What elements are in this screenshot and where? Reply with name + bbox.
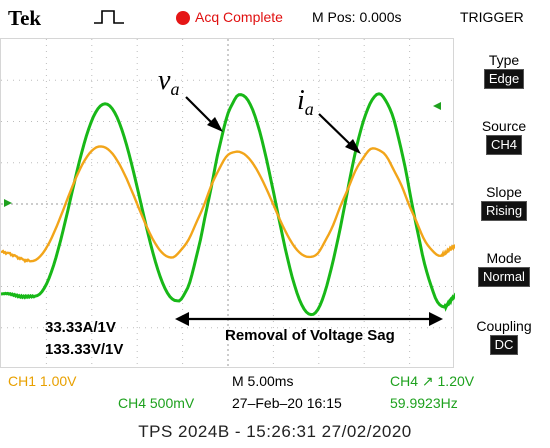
menu-slope-value[interactable]: Rising — [480, 201, 528, 221]
acquisition-indicator-icon — [176, 11, 190, 25]
ch4-trigger-readout: CH4 ↗ 1.20V — [390, 373, 475, 389]
menu-coupling-value[interactable]: DC — [489, 335, 519, 355]
menu-type-value[interactable]: Edge — [483, 69, 525, 89]
brand-logo: Tek — [8, 6, 42, 30]
trigger-menu-title: TRIGGER — [460, 9, 524, 25]
voltage-scale-label: 133.33V/1V — [45, 341, 124, 358]
voltage-label: va — [158, 65, 180, 99]
menu-source-label: Source — [481, 118, 527, 134]
ch4-scale-readout: CH4 500mV — [118, 395, 195, 411]
current-scale-label: 33.33A/1V — [45, 319, 116, 336]
timebase-readout: M 5.00ms — [232, 373, 294, 389]
menu-source-value[interactable]: CH4 — [485, 135, 522, 155]
voltage-label-arrow — [185, 96, 223, 132]
acquisition-status: Acq Complete — [195, 9, 283, 25]
horizontal-position: M Pos: 0.000s — [312, 9, 402, 25]
current-waveform — [1, 145, 455, 264]
menu-type-label: Type — [488, 52, 520, 68]
menu-mode[interactable]: Mode Normal — [460, 250, 548, 287]
instrument-footer: TPS 2024B - 15:26:31 27/02/2020 — [138, 422, 412, 441]
pulse-icon — [94, 10, 124, 24]
current-label: ia — [297, 85, 314, 119]
graticule — [1, 39, 455, 369]
menu-source[interactable]: Source CH4 — [460, 118, 548, 155]
sag-removal-arrow — [175, 312, 443, 326]
menu-mode-value[interactable]: Normal — [478, 267, 530, 287]
menu-coupling[interactable]: Coupling DC — [460, 318, 548, 355]
menu-mode-label: Mode — [486, 250, 522, 266]
waveform-display: va ia Removal of Voltage Sag 33.33A/1V 1… — [0, 38, 455, 369]
menu-type[interactable]: Type Edge — [460, 52, 548, 89]
sag-removal-label: Removal of Voltage Sag — [225, 327, 395, 344]
menu-slope-label: Slope — [486, 184, 522, 200]
ch1-scale-readout: CH1 1.00V — [8, 373, 77, 389]
frequency-readout: 59.9923Hz — [390, 395, 458, 411]
scope-header: Tek Acq Complete M Pos: 0.000s TRIGGER — [0, 0, 550, 47]
current-label-arrow — [318, 113, 361, 154]
menu-slope[interactable]: Slope Rising — [460, 184, 548, 221]
menu-coupling-label: Coupling — [476, 318, 532, 334]
trigger-menu: Type Edge Source CH4 Slope Rising Mode N… — [456, 38, 550, 368]
datetime-readout: 27–Feb–20 16:15 — [232, 395, 342, 411]
ch-ground-marker-icon — [4, 199, 12, 207]
ch-ground-marker-right-icon — [433, 102, 441, 110]
voltage-waveform — [1, 92, 455, 317]
